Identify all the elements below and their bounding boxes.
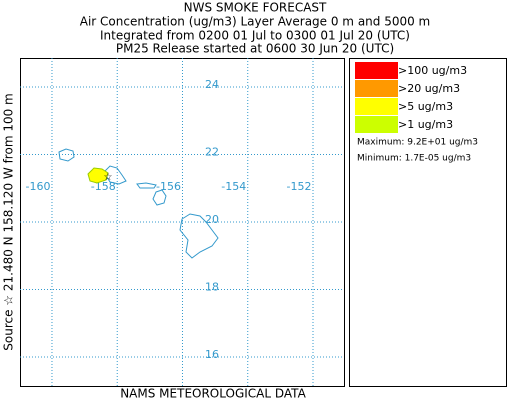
- lat-label: 22: [205, 146, 219, 159]
- lon-label: -160: [25, 180, 50, 193]
- source-marker: ☆: [104, 172, 113, 183]
- legend-label: >5 ug/m3: [398, 100, 453, 113]
- subtitle: PM25 Release started at 0600 30 Jun 20 (…: [116, 42, 394, 56]
- legend-label: >20 ug/m3: [398, 82, 460, 95]
- legend-swatch: [355, 80, 398, 97]
- footer: NAMS METEOROLOGICAL DATA: [120, 387, 306, 401]
- lon-label: -152: [287, 180, 312, 193]
- islands: [58, 148, 219, 259]
- legend-swatch: [355, 116, 398, 133]
- island: [179, 213, 219, 259]
- source-label: Source ☆ 21.480 N 158.120 W from 100 m: [2, 93, 16, 350]
- island: [58, 148, 75, 162]
- legend-swatch: [355, 98, 398, 115]
- legend-label: >100 ug/m3: [398, 64, 467, 77]
- lat-label: 16: [205, 348, 219, 361]
- island: [152, 189, 167, 206]
- legend-frame: [349, 58, 507, 387]
- legend-swatch: [355, 62, 398, 79]
- subtitle: Integrated from 0200 01 Jul to 0300 01 J…: [100, 29, 410, 43]
- legend-max: Maximum: 9.2E+01 ug/m3: [357, 138, 478, 148]
- lon-label: -154: [221, 180, 246, 193]
- lat-label: 24: [205, 78, 219, 91]
- legend-label: >1 ug/m3: [398, 118, 453, 131]
- lat-label: 18: [205, 280, 219, 293]
- island: [103, 165, 127, 185]
- legend-min: Minimum: 1.7E-05 ug/m3: [357, 154, 471, 164]
- smoke-plume: [87, 167, 109, 184]
- subtitle: Air Concentration (ug/m3) Layer Average …: [80, 15, 431, 29]
- title: NWS SMOKE FORECAST: [184, 1, 327, 15]
- lat-label: 20: [205, 213, 219, 226]
- island: [136, 182, 157, 189]
